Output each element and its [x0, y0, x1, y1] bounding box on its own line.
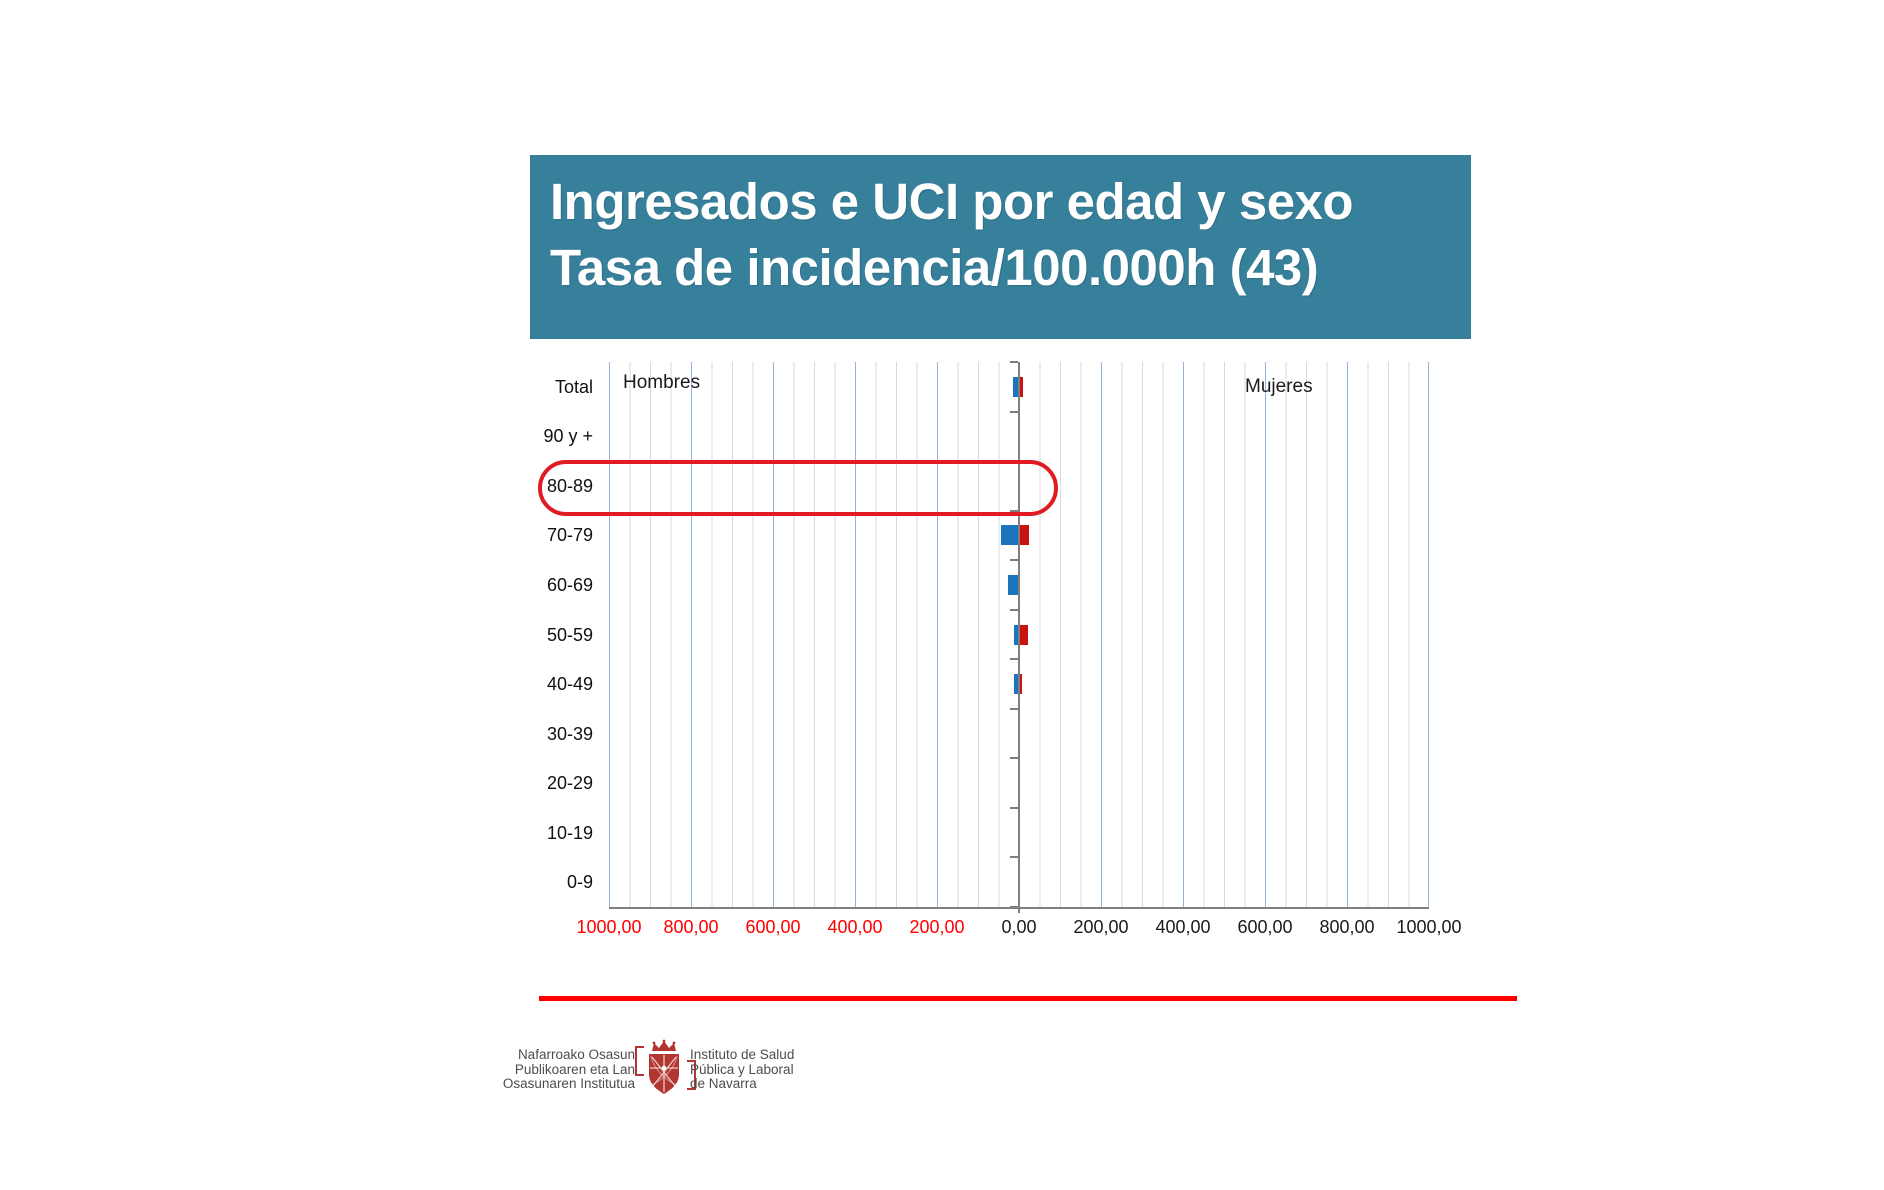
bar-hombres-Total: [1013, 376, 1018, 397]
y-axis-label-10-19: 10-19: [546, 822, 593, 843]
center-axis-tick: [1010, 707, 1018, 710]
x-axis-label-1: 800,00: [663, 917, 719, 937]
y-axis-label-60-69: 60-69: [546, 574, 593, 595]
y-axis-label-50-59: 50-59: [546, 624, 593, 645]
bar-mujeres-Total: [1020, 376, 1023, 397]
logo-text-spanish-line3: de Navarra: [690, 1076, 757, 1091]
logo-text-spanish-line1: Instituto de Salud: [690, 1047, 795, 1062]
y-axis-label-40-49: 40-49: [546, 674, 593, 695]
bar-mujeres-40-49: [1020, 674, 1023, 695]
navarra-coat-of-arms-icon: [649, 1039, 679, 1094]
x-axis-label-9: 800,00: [1319, 917, 1375, 937]
x-axis-label-5: 0,00: [1001, 917, 1037, 937]
y-axis-label-20-29: 20-29: [546, 773, 593, 794]
y-axis-label-70-79: 70-79: [546, 525, 593, 546]
logo-text-basque: Nafarroako Osasun Publikoaren eta Lan Os…: [497, 1047, 635, 1092]
highlight-ellipse-annotation: [538, 460, 1058, 516]
center-axis-tick: [1010, 757, 1018, 760]
logo-bracket-left-icon: [635, 1046, 644, 1076]
bar-mujeres-50-59: [1020, 624, 1029, 645]
footer-logo: Nafarroako Osasun Publikoaren eta Lan Os…: [497, 1038, 837, 1100]
bar-mujeres-70-79: [1020, 525, 1030, 546]
y-axis-label-90 y +: 90 y +: [543, 426, 593, 447]
y-axis-labels: Total 90 y +80-89 70-79 60-69 50-59 40-49 30-3…: [450, 362, 593, 907]
series-label-mujeres: Mujeres: [1245, 376, 1313, 397]
logo-bracket-right-icon: [687, 1060, 696, 1090]
y-axis-label-30-39: 30-39: [546, 723, 593, 744]
title-line-1: Ingresados e UCI por edad y sexo: [550, 173, 1354, 230]
center-axis-tick: [1010, 856, 1018, 859]
center-axis-tick: [1010, 658, 1018, 661]
series-label-hombres: Hombres: [623, 372, 701, 393]
center-axis-tick: [1010, 906, 1018, 908]
center-axis-tick: [1010, 559, 1018, 562]
title-line-2: Tasa de incidencia/100.000h (43): [550, 239, 1319, 296]
center-axis-tick: [1010, 608, 1018, 611]
y-axis-label-Total: Total: [554, 376, 593, 397]
center-axis-tick: [1010, 361, 1018, 363]
center-axis: [1018, 362, 1020, 913]
x-axis-label-2: 600,00: [745, 917, 801, 937]
bar-hombres-50-59: [1013, 624, 1018, 645]
x-axis-label-6: 200,00: [1073, 917, 1129, 937]
bar-hombres-70-79: [1001, 525, 1018, 546]
bar-hombres-40-49: [1013, 674, 1018, 695]
title-banner: Ingresados e UCI por edad y sexo Tasa de…: [530, 155, 1471, 339]
x-axis-label-10: 1000,00: [1396, 917, 1462, 937]
x-axis-label-0: 1000,00: [576, 917, 642, 937]
x-axis-label-8: 600,00: [1237, 917, 1293, 937]
x-axis-label-7: 400,00: [1155, 917, 1211, 937]
x-axis-label-4: 200,00: [909, 917, 965, 937]
logo-text-basque-line2: Publikoaren eta Lan: [514, 1061, 635, 1077]
logo-text-basque-line3: Osasunaren Institutua: [502, 1076, 635, 1091]
x-axis-labels: 1000,00 800,00 600,00 400,00 200,00 0,00 200,0…: [576, 917, 1461, 947]
logo-text-spanish-line2: Pública y Laboral: [690, 1061, 794, 1077]
x-axis-label-3: 400,00: [827, 917, 883, 937]
plot-area: Hombres Mujeres: [609, 361, 1429, 913]
bar-hombres-60-69: [1008, 574, 1018, 595]
y-axis-label-0-9: 0-9: [566, 872, 593, 893]
center-axis-tick: [1010, 509, 1018, 512]
logo-text-basque-line1: Nafarroako Osasun: [517, 1047, 635, 1062]
logo-text-spanish: Instituto de Salud Pública y Laboral de …: [690, 1047, 840, 1092]
center-axis-tick: [1010, 806, 1018, 809]
center-axis-tick: [1010, 410, 1018, 413]
red-divider-line: [539, 996, 1517, 1001]
